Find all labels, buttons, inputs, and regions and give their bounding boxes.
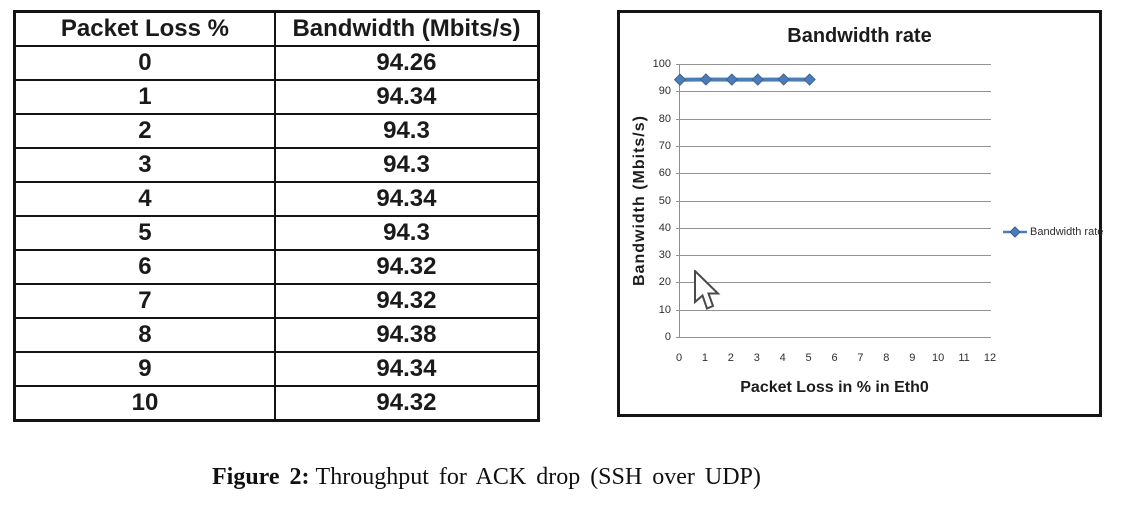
gridline [676,282,991,284]
gridline [676,227,991,229]
y-tick-label: 60 [658,167,671,180]
x-tick-label: 1 [701,352,708,364]
bandwidth-cell: 94.34 [273,351,540,387]
table-row: 0 94.26 [13,45,540,81]
gridline [676,118,991,120]
bandwidth-cell: 94.3 [273,215,540,251]
bandwidth-line-series [673,73,816,86]
packet-loss-cell: 4 [13,181,276,217]
packet-loss-cell: 1 [13,79,276,115]
y-tick-label: 20 [658,276,671,289]
series-marker [673,73,687,86]
plot-area [673,64,991,338]
figure-caption: Figure 2: Throughput for ACK drop (SSH ov… [212,464,761,491]
gridline [676,145,991,147]
chart-title: Bandwidth rate [787,25,932,47]
table-row: 10 94.32 [13,385,540,422]
table-row: 4 94.34 [13,181,540,217]
packet-loss-table: Packet Loss % Bandwidth (Mbits/s) 0 94.26… [13,10,540,422]
y-tick-label: 0 [664,331,671,343]
table-header-packet-loss: Packet Loss % [13,10,276,47]
y-tick-label: 80 [658,112,671,125]
x-tick-label: 12 [983,352,997,364]
y-tick-label: 100 [652,58,671,70]
table-row: 7 94.32 [13,283,540,319]
y-tick-label: 50 [658,194,671,207]
x-tick-label: 0 [675,352,683,364]
y-tick-label: 70 [658,139,671,152]
packet-loss-cell: 6 [13,249,276,285]
gridline [676,173,991,175]
chart-legend: Bandwidth rate [1003,226,1103,238]
series-marker [751,73,764,86]
y-tick-label: 10 [658,303,671,316]
series-marker [777,73,790,86]
table-row: 6 94.32 [13,249,540,285]
gridline [676,309,991,311]
x-tick-label: 11 [958,352,970,364]
packet-loss-cell: 9 [13,351,276,387]
table-header-bandwidth: Bandwidth (Mbits/s) [273,10,540,47]
y-tick-label: 30 [658,249,671,262]
bandwidth-cell: 94.38 [273,317,540,353]
table-header-row: Packet Loss % Bandwidth (Mbits/s) [13,10,540,47]
series-marker [699,73,713,86]
packet-loss-cell: 0 [13,45,276,81]
series-marker [803,73,816,86]
x-tick-label: 3 [753,352,760,364]
gridline [676,91,991,93]
x-axis-title: Packet Loss in % in Eth0 [740,379,929,396]
x-tick-label: 9 [909,352,916,364]
figure-caption-text: Throughput for ACK drop (SSH over UDP) [315,464,761,490]
gridline [676,64,991,65]
y-tick-label: 40 [658,221,671,234]
bandwidth-cell: 94.3 [273,147,540,183]
y-tick-label: 90 [658,85,671,98]
bandwidth-cell: 94.34 [273,79,540,115]
x-tick-label: 6 [831,352,838,364]
x-tick-label: 8 [883,352,890,364]
x-tick-label: 2 [727,352,734,364]
series-marker [725,73,739,86]
bandwidth-cell: 94.32 [273,283,540,319]
packet-loss-cell: 5 [13,215,276,251]
packet-loss-cell: 8 [13,317,276,353]
legend-label: Bandwidth rate [1030,226,1104,238]
bandwidth-cell: 94.32 [273,249,540,285]
figure-caption-label: Figure 2: [212,464,310,490]
x-tick-label: 4 [779,352,786,364]
mouse-cursor-icon [694,270,721,310]
bandwidth-cell: 94.32 [273,385,540,422]
bandwidth-cell: 94.34 [273,181,540,217]
gridline [676,200,991,202]
table-row: 3 94.3 [13,147,540,183]
x-tick-label: 10 [932,352,945,364]
bandwidth-cell: 94.26 [273,45,540,81]
table-row: 5 94.3 [13,215,540,251]
table-row: 1 94.34 [13,79,540,115]
legend-line-marker-icon [1003,226,1027,238]
gridline [676,337,991,338]
table-row: 2 94.3 [13,113,540,149]
packet-loss-cell: 2 [13,113,276,149]
packet-loss-cell: 3 [13,147,276,183]
x-tick-label: 5 [805,352,812,364]
gridline [676,255,991,257]
packet-loss-cell: 7 [13,283,276,319]
table-row: 9 94.34 [13,351,540,387]
bandwidth-chart: Bandwidth rate Bandwidth (Mbits/s) 0 10 20… [617,10,1103,417]
packet-loss-cell: 10 [13,385,276,422]
bandwidth-cell: 94.3 [273,113,540,149]
x-tick-label: 7 [857,352,864,364]
table-row: 8 94.38 [13,317,540,353]
